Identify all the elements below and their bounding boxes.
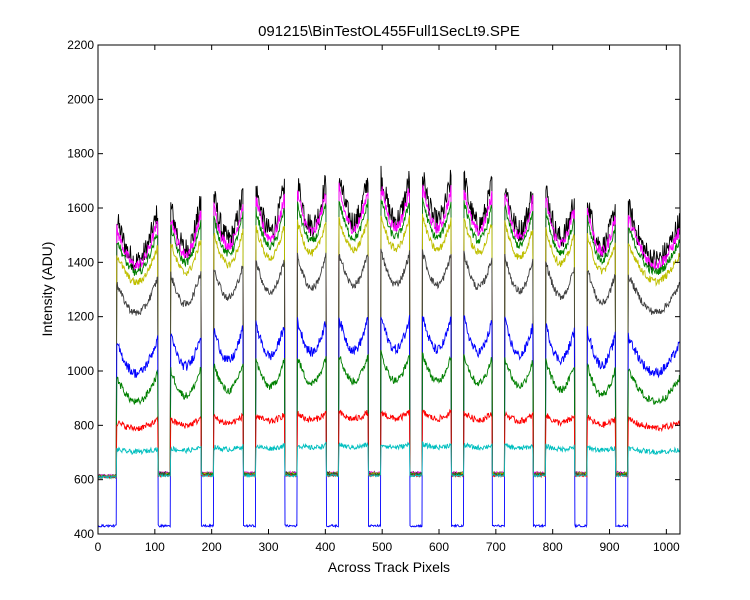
series-line-4: [97, 248, 680, 480]
series-line-8: [97, 440, 680, 480]
series-line-5: [97, 314, 680, 529]
x-tick-label: 200: [202, 540, 222, 554]
series-line-3: [97, 213, 680, 479]
x-tick-label: 800: [543, 540, 563, 554]
x-axis-ticks: 0 100 200 300 400 500 600 700 800 900 1000: [95, 45, 680, 554]
x-tick-label: 500: [372, 540, 392, 554]
plot-frame: [97, 44, 681, 535]
x-tick-label: 700: [486, 540, 506, 554]
series-line-1: [97, 182, 680, 479]
x-tick-label: 600: [429, 540, 449, 554]
series-line-7: [97, 408, 680, 479]
x-tick-label: 100: [145, 540, 165, 554]
y-tick-label: 600: [74, 473, 94, 487]
x-tick-label: 300: [258, 540, 278, 554]
y-tick-label: 1200: [67, 310, 94, 324]
plot-background: [98, 45, 680, 534]
y-tick-label: 1400: [67, 255, 94, 269]
chart-title: 091215\BinTestOL455Full1SecLt9.SPE: [258, 23, 520, 40]
x-tick-label: 0: [95, 540, 102, 554]
x-tick-label: 400: [315, 540, 335, 554]
y-tick-label: 1000: [67, 364, 94, 378]
y-tick-label: 1800: [67, 147, 94, 161]
y-tick-label: 2000: [67, 92, 94, 106]
y-tick-label: 2200: [67, 38, 94, 52]
x-tick-label: 900: [600, 540, 620, 554]
x-tick-label: 1000: [653, 540, 680, 554]
y-tick-label: 400: [74, 527, 94, 541]
y-tick-label: 1600: [67, 201, 94, 215]
y-axis-ticks: 400 600 800 1000 1200 1400 1600 1800 2000 2200: [67, 38, 680, 541]
series-layer: [97, 165, 680, 529]
x-axis-title: Across Track Pixels: [328, 559, 450, 575]
y-axis-title: Intensity (ADU): [39, 242, 55, 337]
y-tick-label: 800: [74, 418, 94, 432]
